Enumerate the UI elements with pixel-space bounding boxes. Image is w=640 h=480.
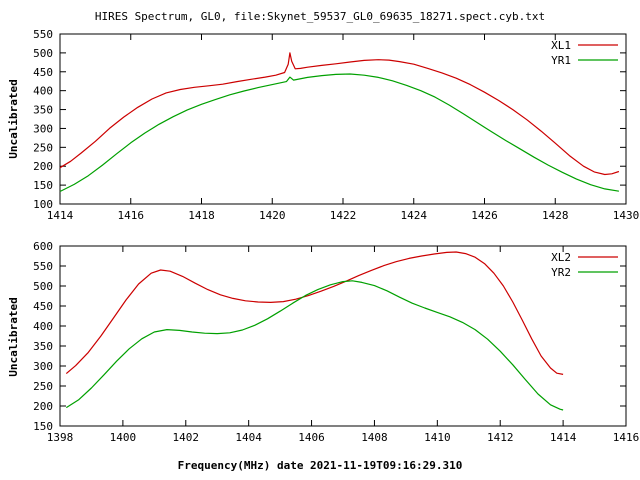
- x-tick-label: 1416: [613, 431, 640, 444]
- x-tick-label: 1426: [471, 209, 498, 222]
- x-tick-label: 1400: [110, 431, 137, 444]
- y-tick-label: 250: [33, 141, 53, 154]
- series-line-XL2: [65, 251, 564, 375]
- x-tick-label: 1412: [487, 431, 514, 444]
- y-tick-label: 500: [33, 47, 53, 60]
- x-tick-label: 1416: [118, 209, 145, 222]
- y-tick-label: 100: [33, 198, 53, 211]
- y-tick-label: 400: [33, 85, 53, 98]
- legend-label: YR1: [551, 54, 571, 67]
- y-tick-label: 350: [33, 340, 53, 353]
- legend-label: XL1: [551, 39, 571, 52]
- x-tick-label: 1428: [542, 209, 569, 222]
- x-tick-label: 1402: [173, 431, 200, 444]
- y-tick-label: 400: [33, 320, 53, 333]
- x-tick-label: 1414: [47, 209, 74, 222]
- x-tick-label: 1420: [259, 209, 286, 222]
- x-tick-label: 1430: [613, 209, 640, 222]
- x-tick-label: 1418: [188, 209, 215, 222]
- x-tick-label: 1414: [550, 431, 577, 444]
- y-tick-label: 300: [33, 360, 53, 373]
- spectrum-chart-bottom: 1398 1400 1402 1404 1406 1408 1410 1412 1414 1416…: [33, 240, 640, 444]
- x-tick-label: 1424: [401, 209, 428, 222]
- x-tick-label: 1422: [330, 209, 357, 222]
- series-line-YR1: [59, 73, 619, 193]
- x-tick-label: 1398: [47, 431, 74, 444]
- x-tick-label: 1404: [235, 431, 262, 444]
- y-tick-label: 600: [33, 240, 53, 253]
- y-tick-label: 500: [33, 280, 53, 293]
- y-tick-label: 200: [33, 160, 53, 173]
- x-tick-label: 1408: [361, 431, 388, 444]
- x-tick-label: 1406: [298, 431, 325, 444]
- y-tick-label: 300: [33, 122, 53, 135]
- x-tick-label: 1410: [424, 431, 451, 444]
- y-tick-label: 150: [33, 179, 53, 192]
- y-tick-label: 150: [33, 420, 53, 433]
- y-tick-label: 450: [33, 66, 53, 79]
- legend-label: XL2: [551, 251, 571, 264]
- spectrum-chart-top: 1414 1416 1418 1420 1422 1424 1426 1428 1430 100 1…: [33, 28, 640, 222]
- series-line-XL1: [59, 52, 620, 176]
- plot-border: [59, 245, 627, 427]
- y-tick-label: 250: [33, 380, 53, 393]
- y-tick-label: 550: [33, 260, 53, 273]
- legend-label: YR2: [551, 266, 571, 279]
- chart-title: HIRES Spectrum, GL0, file:Skynet_59537_G…: [94, 10, 546, 23]
- y-tick-label: 550: [33, 28, 53, 41]
- x-axis-label: Frequency(MHz) date 2021-11-19T09:16:29.…: [177, 459, 463, 472]
- series-line-YR2: [65, 280, 564, 411]
- y-tick-label: 200: [33, 400, 53, 413]
- y-tick-label: 450: [33, 300, 53, 313]
- plot-border: [59, 33, 627, 205]
- y-tick-label: 350: [33, 104, 53, 117]
